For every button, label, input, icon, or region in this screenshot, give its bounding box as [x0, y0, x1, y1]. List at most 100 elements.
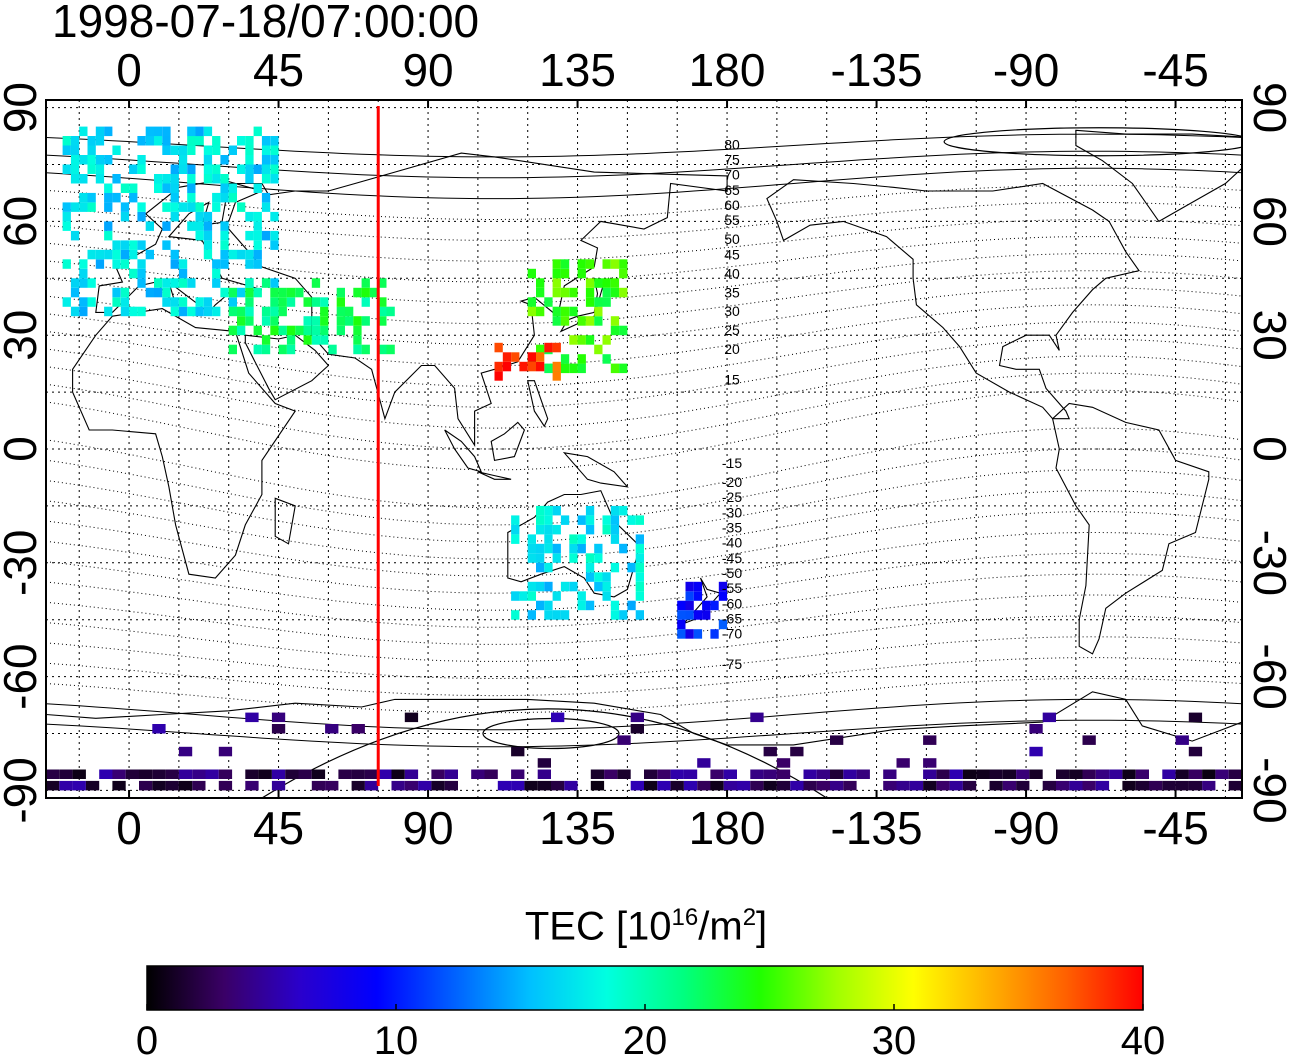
tec-cell	[585, 562, 595, 573]
tec-cell	[178, 780, 193, 791]
tec-cell	[627, 600, 636, 611]
tec-cell	[170, 145, 179, 155]
tec-cell	[378, 297, 387, 307]
tec-cell	[502, 361, 512, 372]
tec-cell	[1188, 746, 1203, 757]
tec-cell	[228, 325, 237, 336]
tec-cell	[1082, 780, 1096, 791]
contour-label: 55	[724, 212, 740, 228]
tec-cell	[285, 769, 299, 779]
contour-label: 45	[724, 246, 740, 262]
tec-cell	[345, 316, 354, 326]
tec-cell	[286, 344, 296, 355]
tec-cell	[129, 268, 138, 279]
tec-cell	[59, 780, 73, 791]
tec-cell	[79, 192, 88, 203]
tec-cell	[635, 610, 644, 620]
tec-cell	[896, 758, 910, 768]
contour-line	[46, 321, 1242, 387]
tec-cell	[590, 780, 605, 791]
tec-cell	[270, 145, 279, 155]
tec-cell	[311, 297, 321, 307]
contour-label: 60	[724, 197, 740, 213]
tec-cell	[270, 325, 279, 336]
tec-cell	[560, 316, 570, 326]
tec-cell	[552, 610, 561, 620]
tec-cell	[843, 780, 857, 791]
tec-cell	[137, 202, 146, 212]
tec-cell	[776, 758, 791, 768]
tec-cell	[303, 316, 312, 326]
tec-cell	[104, 249, 113, 260]
tec-cell	[635, 534, 644, 544]
tec-cell	[1149, 780, 1163, 791]
tec-cell	[1162, 769, 1176, 779]
tec-cell	[604, 769, 618, 779]
contour-arc-south	[261, 708, 828, 798]
tec-cell	[104, 183, 113, 193]
tec-cell	[245, 712, 259, 723]
tec-cell	[220, 240, 229, 250]
coastline	[444, 429, 483, 473]
tec-cell	[261, 335, 271, 345]
tec-cell	[544, 562, 553, 573]
tec-cell	[494, 342, 503, 353]
tec-cell	[697, 758, 711, 768]
tec-cell	[129, 183, 138, 193]
tec-cell	[1016, 780, 1030, 791]
contour-label: -65	[722, 611, 742, 627]
plot-frame	[45, 99, 1243, 799]
tec-cell	[803, 769, 817, 779]
tec-cell	[590, 769, 605, 779]
tec-cell	[253, 164, 262, 174]
tec-cell	[594, 306, 603, 317]
tec-cell	[1202, 769, 1216, 779]
tec-cell	[378, 344, 387, 355]
x-tick-label-bottom: 180	[689, 802, 766, 854]
tec-cell	[178, 164, 188, 174]
tec-cell	[657, 780, 671, 791]
tec-cell	[112, 249, 121, 260]
contour-line	[46, 511, 1242, 577]
tec-cell	[237, 306, 246, 317]
tec-cell	[391, 780, 405, 791]
coastline	[221, 152, 728, 448]
tec-cell	[137, 211, 146, 222]
tec-cell	[320, 306, 329, 317]
tec-cell	[610, 515, 620, 525]
tec-cell	[949, 780, 963, 791]
tec-cell	[271, 712, 286, 723]
tec-cell	[303, 335, 312, 345]
tec-cell	[544, 505, 553, 516]
tec-cell	[537, 769, 551, 779]
tec-cell	[527, 352, 536, 362]
colorbar-label: TEC [1016/m2]	[524, 904, 768, 949]
tec-cell	[1069, 769, 1083, 779]
tec-cell	[594, 581, 603, 592]
tec-cell	[353, 287, 362, 298]
tec-cell	[1056, 769, 1070, 779]
contour-label: 65	[724, 182, 740, 198]
tec-cell	[303, 297, 312, 307]
tec-cell	[585, 505, 595, 516]
tec-cell	[162, 221, 171, 231]
tec-cell	[536, 505, 545, 516]
contour-label: 70	[724, 167, 740, 183]
colorbar-tick-label: 10	[374, 1019, 419, 1057]
tec-cell	[70, 145, 80, 155]
contour-label: 20	[724, 341, 740, 357]
tec-cell	[552, 524, 561, 535]
tec-cell	[320, 325, 329, 336]
tec-cell	[594, 543, 603, 554]
tec-cell	[178, 259, 188, 269]
coastline	[1051, 402, 1210, 655]
tec-cell	[1175, 780, 1189, 791]
tec-cell	[569, 581, 578, 592]
tec-cell	[569, 543, 578, 554]
tec-cell	[617, 735, 631, 745]
tec-cell	[552, 591, 561, 601]
tec-cell	[351, 780, 365, 791]
tec-cell	[803, 780, 817, 791]
tec-cell	[270, 240, 279, 250]
tec-cell	[1002, 780, 1017, 791]
